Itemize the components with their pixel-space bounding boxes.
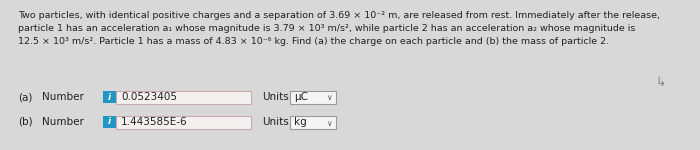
Text: Number: Number: [42, 92, 84, 102]
Text: Two particles, with identical positive charges and a separation of 3.69 × 10⁻² m: Two particles, with identical positive c…: [18, 11, 660, 20]
FancyBboxPatch shape: [116, 90, 251, 104]
Text: kg: kg: [294, 117, 307, 127]
Text: Units: Units: [262, 92, 288, 102]
FancyBboxPatch shape: [116, 116, 251, 129]
Text: μC: μC: [294, 92, 308, 102]
Text: Number: Number: [42, 117, 84, 127]
Text: (a): (a): [18, 92, 32, 102]
FancyBboxPatch shape: [290, 116, 336, 129]
Text: ↳: ↳: [655, 75, 666, 88]
Text: i: i: [108, 93, 111, 102]
Text: 0.0523405: 0.0523405: [121, 92, 177, 102]
Text: i: i: [108, 117, 111, 126]
Text: ∨: ∨: [326, 93, 332, 102]
FancyBboxPatch shape: [103, 91, 116, 103]
Text: ∨: ∨: [326, 118, 332, 127]
Text: particle 1 has an acceleration a₁ whose magnitude is 3.79 × 10³ m/s², while part: particle 1 has an acceleration a₁ whose …: [18, 24, 636, 33]
FancyBboxPatch shape: [290, 90, 336, 104]
Text: 12.5 × 10³ m/s². Particle 1 has a mass of 4.83 × 10⁻⁶ kg. Find (a) the charge on: 12.5 × 10³ m/s². Particle 1 has a mass o…: [18, 37, 609, 46]
Text: (b): (b): [18, 117, 33, 127]
Text: 1.443585E-6: 1.443585E-6: [121, 117, 188, 127]
FancyBboxPatch shape: [103, 116, 116, 128]
Text: Units: Units: [262, 117, 288, 127]
